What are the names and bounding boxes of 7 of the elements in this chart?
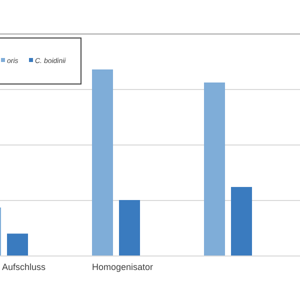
bar (119, 200, 140, 256)
bar (92, 69, 113, 256)
bar (204, 82, 225, 256)
x-tick-label: Homogenisator (92, 262, 154, 272)
bar (7, 234, 28, 256)
x-tick-label: Aufschluss (2, 262, 46, 272)
bar (231, 186, 252, 256)
